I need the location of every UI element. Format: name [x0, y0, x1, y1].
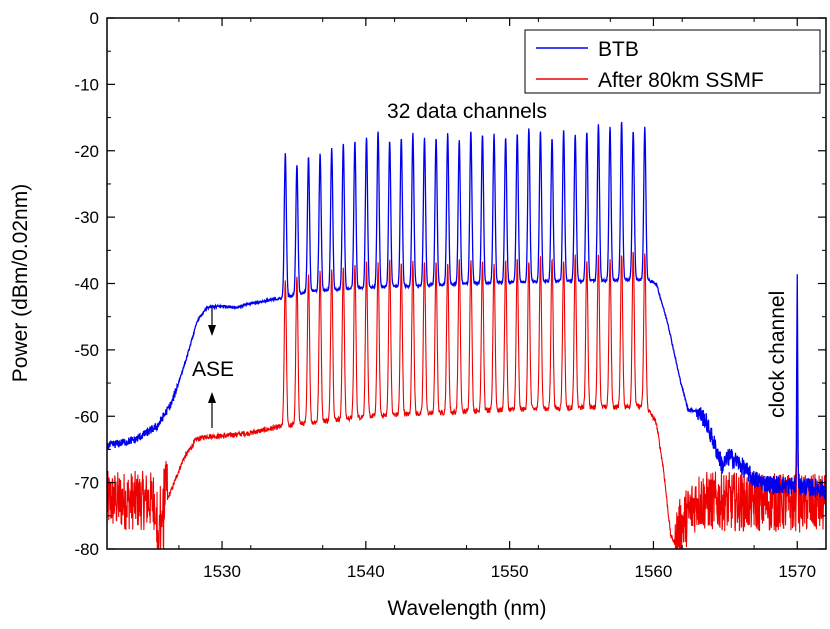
annotation-data-channels: 32 data channels [387, 100, 547, 123]
y-axis-label: Power (dBm/0.02nm) [9, 184, 32, 382]
ase-arrow-up [208, 392, 216, 428]
y-tick-label: -10 [74, 75, 99, 94]
series-line-after-80km-ssmf [107, 251, 826, 549]
x-tick-label: 1540 [347, 562, 385, 581]
y-tick-label: -70 [74, 474, 99, 493]
y-tick-label: -80 [74, 540, 99, 559]
x-tick-label: 1550 [491, 562, 529, 581]
x-tick-label: 1570 [778, 562, 816, 581]
legend-box [524, 29, 821, 94]
legend: BTB After 80km SSMF [524, 29, 821, 94]
annotation-clock-channel: clock channel [766, 291, 789, 418]
series-line-btb [107, 121, 826, 500]
y-tick-label: -40 [74, 275, 99, 294]
y-tick-label: -20 [74, 142, 99, 161]
y-tick-label: 0 [90, 9, 99, 28]
y-tick-label: -30 [74, 208, 99, 227]
annotation-ase: ASE [192, 358, 234, 381]
legend-label-after-80km: After 80km SSMF [598, 69, 764, 92]
x-tick-label: 1530 [203, 562, 241, 581]
y-tick-label: -60 [74, 407, 99, 426]
legend-label-btb: BTB [598, 38, 639, 61]
x-tick-label: 1560 [635, 562, 673, 581]
ase-arrow-down [208, 308, 216, 336]
x-axis-label: Wavelength (nm) [387, 597, 546, 620]
y-tick-label: -50 [74, 341, 99, 360]
